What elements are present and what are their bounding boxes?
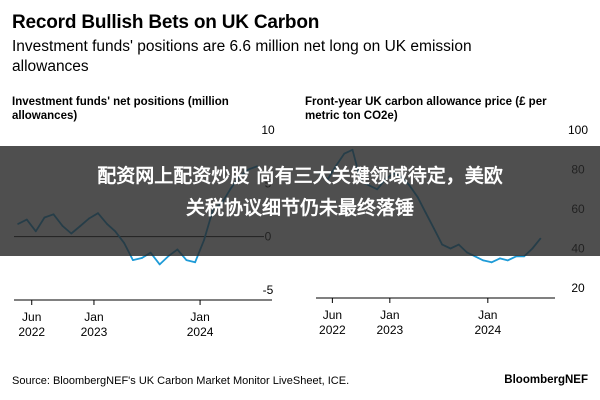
left-data-point [194, 261, 197, 264]
right-data-point [499, 257, 501, 260]
left-y-tick-label: 10 [261, 123, 275, 137]
right-y-tick-label: 20 [571, 281, 585, 295]
right-panel-title: Front-year UK carbon allowance price (£ … [305, 96, 547, 122]
right-x-tick-year: 2022 [319, 323, 346, 337]
left-y-tick-label: -5 [263, 283, 274, 297]
right-data-point [506, 259, 509, 262]
left-x-tick-year: 2022 [18, 325, 45, 339]
right-x-tick-year: 2023 [376, 323, 403, 337]
source-note: Source: BloombergNEF's UK Carbon Market … [12, 375, 350, 387]
left-x-tick-year: 2024 [187, 325, 214, 339]
left-x-tick-year: 2023 [81, 325, 108, 339]
right-data-point [482, 259, 485, 262]
left-x-tick-month: Jun [22, 310, 41, 324]
right-x-tick-month: Jan [478, 308, 497, 322]
brand-logo-text: BloombergNEF [504, 374, 588, 386]
right-y-tick-label: 100 [568, 123, 588, 137]
chart-subtitle: Investment funds' positions are 6.6 mill… [12, 38, 472, 75]
left-data-point [141, 257, 143, 259]
left-data-point [132, 259, 134, 261]
overlay-line-1: 配资网上配资炒股 尚有三大关键领域待定，美欧 [97, 165, 503, 187]
left-x-tick-month: Jan [190, 310, 209, 324]
overlay-text: 配资网上配资炒股 尚有三大关键领域待定，美欧 关税协议细节仍未最终落锤 [0, 160, 600, 224]
overlay-banner [0, 146, 600, 256]
chart-title: Record Bullish Bets on UK Carbon [12, 12, 320, 33]
right-x-tick-month: Jun [323, 308, 342, 322]
left-panel-title: Investment funds' net positions (million… [12, 96, 229, 122]
right-x-tick-month: Jan [380, 308, 399, 322]
right-data-point [490, 261, 493, 264]
left-data-point [158, 263, 161, 266]
left-data-point [185, 259, 188, 261]
right-x-tick-year: 2024 [474, 323, 501, 337]
overlay-line-2: 关税协议细节仍未最终落锤 [185, 197, 414, 219]
left-x-tick-month: Jan [84, 310, 103, 324]
